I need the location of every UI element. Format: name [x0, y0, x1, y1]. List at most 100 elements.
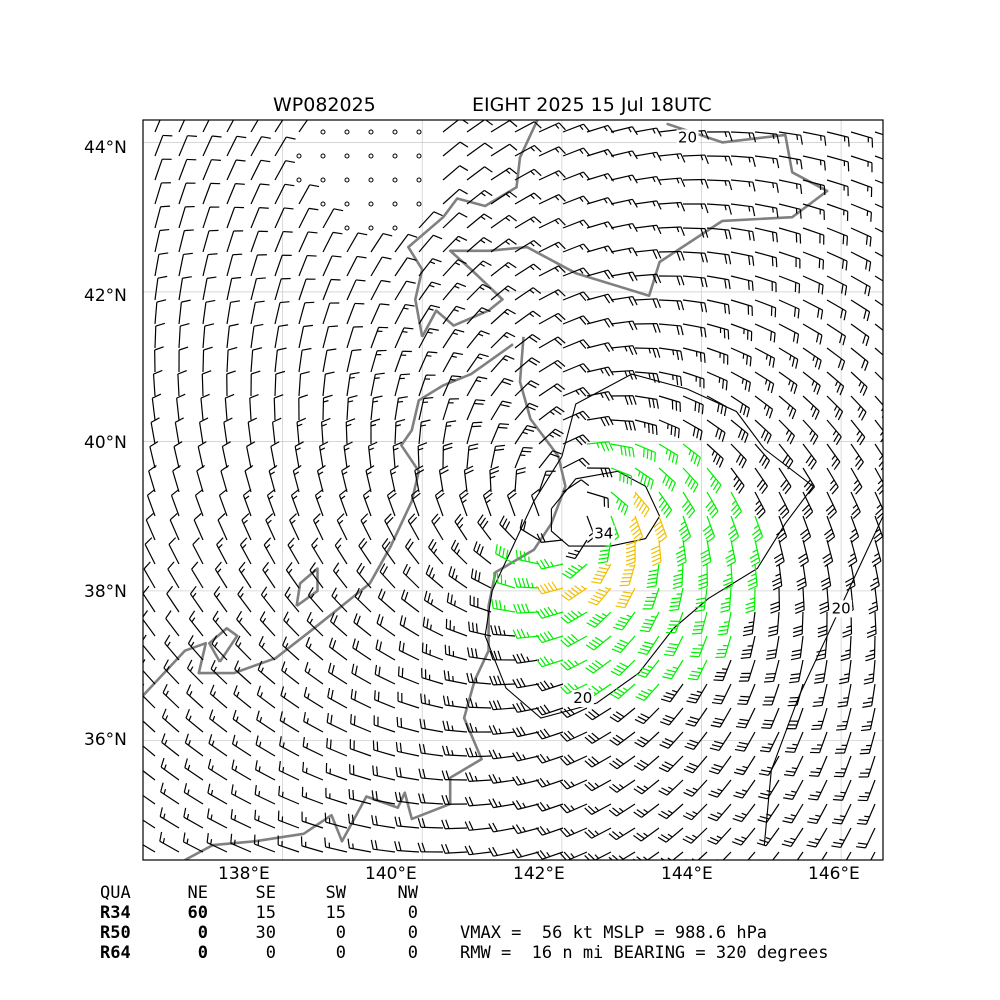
- barb-half-feather: [700, 203, 704, 210]
- barb-staff: [154, 230, 161, 253]
- barb-feather: [679, 376, 683, 387]
- wind-barb: [514, 380, 540, 397]
- wind-barb: [226, 135, 247, 157]
- table-cell: 60: [187, 903, 208, 923]
- barb-feather: [186, 684, 192, 694]
- barb-half-feather: [390, 471, 397, 475]
- barb-feather: [381, 279, 391, 283]
- wind-barb: [838, 659, 852, 685]
- barb-feather: [582, 387, 590, 395]
- barb-feather: [539, 825, 547, 835]
- barb-half-feather: [676, 202, 680, 208]
- barb-feather: [634, 718, 644, 725]
- barb-feather: [604, 392, 610, 401]
- wind-barb: [212, 610, 228, 637]
- barb-feather: [680, 351, 684, 361]
- wind-barb: [239, 537, 252, 565]
- barb-feather: [488, 823, 494, 833]
- barb-half-feather: [549, 434, 555, 438]
- barb-feather: [582, 363, 590, 372]
- barb-feather: [398, 396, 408, 399]
- barb-feather: [446, 696, 450, 706]
- barb-feather: [560, 757, 568, 766]
- wind-barb: [781, 827, 804, 848]
- barb-staff: [154, 254, 160, 277]
- barb-feather: [718, 629, 728, 632]
- barb-feather: [609, 716, 619, 723]
- wind-barb: [832, 803, 852, 825]
- barb-half-feather: [875, 528, 881, 533]
- barb-half-feather: [601, 613, 607, 617]
- barb-feather: [223, 417, 233, 423]
- wind-barb: [365, 465, 375, 493]
- barb-feather: [823, 185, 826, 196]
- barb-feather: [591, 581, 601, 584]
- barb-feather: [733, 771, 744, 776]
- barb-half-feather: [665, 449, 669, 455]
- barb-feather: [815, 673, 825, 676]
- barb-feather: [446, 720, 450, 731]
- barb-feather: [839, 333, 843, 344]
- barb-feather: [209, 709, 214, 719]
- barb-staff: [178, 120, 186, 133]
- barb-feather: [268, 465, 278, 472]
- barb-staff: [154, 206, 162, 229]
- barb-feather: [791, 409, 797, 420]
- barb-feather: [607, 269, 615, 279]
- wind-barb: [826, 371, 845, 396]
- wind-barb: [418, 743, 444, 757]
- barb-feather: [484, 492, 493, 500]
- wind-barb: [820, 563, 832, 591]
- barb-feather: [508, 191, 518, 198]
- barb-half-feather: [856, 430, 861, 436]
- barb-feather: [536, 585, 543, 595]
- wind-barb: [394, 303, 415, 325]
- wind-barb: [327, 687, 348, 709]
- table-cell: 0: [197, 943, 208, 963]
- wind-barb: [586, 317, 614, 328]
- barb-half-feather: [427, 331, 433, 334]
- barb-feather: [256, 277, 266, 280]
- barb-feather: [799, 556, 808, 564]
- barb-staff: [143, 844, 156, 853]
- barb-feather: [727, 304, 731, 315]
- barb-half-feather: [479, 263, 485, 267]
- barb-feather: [590, 597, 600, 603]
- barb-half-feather: [321, 423, 327, 427]
- barb-feather: [594, 636, 604, 643]
- wind-barb: [691, 611, 708, 635]
- wind-barb: [610, 198, 638, 208]
- barb-half-feather: [741, 859, 742, 860]
- barb-feather: [608, 833, 617, 841]
- barb-feather: [488, 774, 494, 784]
- barb-feather: [353, 613, 358, 623]
- wind-barb: [535, 680, 564, 692]
- wind-barb: [168, 537, 180, 565]
- barb-feather: [803, 507, 812, 516]
- barb-feather: [696, 597, 706, 601]
- barb-feather: [625, 545, 636, 550]
- barb-feather: [840, 657, 851, 662]
- barb-feather: [723, 581, 733, 587]
- wind-barb: [730, 251, 755, 266]
- barb-feather: [625, 541, 636, 546]
- wind-barb: [442, 259, 467, 277]
- wind-barb: [490, 625, 516, 637]
- wind-barb: [586, 611, 612, 628]
- barb-feather: [728, 528, 737, 536]
- wind-barb: [274, 324, 289, 349]
- barb-feather: [682, 838, 692, 844]
- barb-half-feather: [604, 545, 611, 548]
- wind-barb: [538, 146, 566, 157]
- wind-barb: [233, 685, 252, 709]
- barb-feather: [557, 312, 566, 321]
- barb-feather: [495, 599, 498, 610]
- barb-staff: [370, 280, 382, 301]
- barb-feather: [842, 335, 846, 346]
- wind-barb: [277, 835, 300, 853]
- barb-feather: [737, 703, 747, 705]
- wind-barb: [370, 256, 392, 277]
- barb-half-feather: [233, 839, 236, 845]
- barb-feather: [394, 816, 398, 826]
- barb-half-feather: [554, 291, 559, 296]
